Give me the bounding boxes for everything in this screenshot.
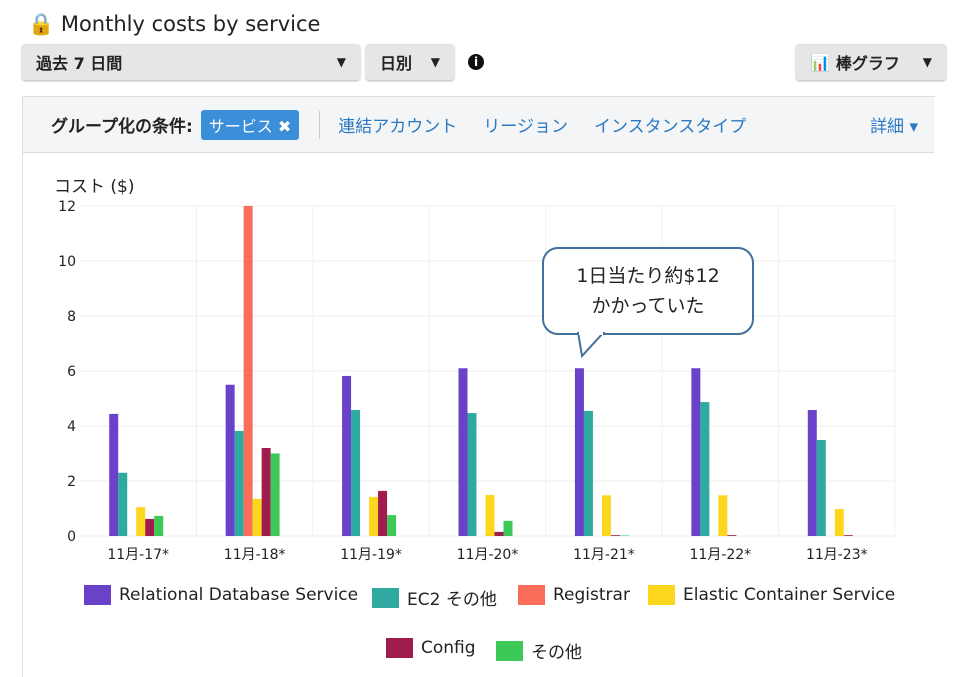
group-chip-service[interactable]: サービス ✖	[200, 109, 300, 140]
bar[interactable]	[243, 206, 253, 536]
bar[interactable]	[843, 535, 853, 536]
bar[interactable]	[727, 535, 737, 536]
x-tick-label: 11月-19*	[340, 547, 402, 563]
group-by-bar: グループ化の条件: サービス ✖ 連結アカウント リージョン インスタンスタイプ…	[23, 97, 934, 153]
bar[interactable]	[369, 496, 379, 536]
x-tick-label: 11月-22*	[690, 547, 752, 563]
x-tick-label: 11月-17*	[107, 547, 169, 563]
legend-item[interactable]: EC2 その他	[372, 585, 497, 610]
chevron-down-icon: ▼	[336, 55, 346, 69]
group-option-region[interactable]: リージョン	[483, 117, 568, 137]
bar[interactable]	[467, 413, 477, 536]
y-tick-label: 12	[58, 199, 76, 215]
bar[interactable]	[252, 498, 262, 536]
bar[interactable]	[270, 453, 280, 537]
bar[interactable]	[342, 375, 352, 536]
annotation-callout: 1日当たり約$12 かかっていた	[542, 247, 754, 335]
close-icon[interactable]: ✖	[277, 116, 292, 136]
bar[interactable]	[619, 535, 629, 536]
bar[interactable]	[225, 384, 235, 536]
bar[interactable]	[718, 495, 728, 536]
y-tick-label: 8	[67, 309, 76, 325]
y-tick-label: 6	[67, 364, 76, 380]
chevron-down-icon: ▼	[922, 55, 932, 69]
group-option-account[interactable]: 連結アカウント	[338, 117, 458, 137]
bar[interactable]	[691, 368, 701, 536]
bar[interactable]	[610, 535, 620, 536]
legend-item[interactable]: Config	[386, 638, 476, 658]
bar[interactable]	[601, 495, 611, 536]
divider	[319, 110, 321, 139]
legend-item[interactable]: Relational Database Service	[84, 585, 358, 605]
y-axis-label: コスト ($)	[54, 177, 135, 197]
lock-icon: 🔒	[28, 12, 55, 36]
bar[interactable]	[387, 515, 397, 536]
date-range-select[interactable]: 過去 7 日間 ▼	[22, 44, 360, 80]
info-icon[interactable]: i	[468, 54, 484, 70]
legend-item[interactable]: その他	[496, 638, 582, 663]
chart-type-select[interactable]: 📊 棒グラフ ▼	[796, 44, 946, 80]
y-tick-label: 4	[67, 419, 76, 435]
callout-pointer	[576, 332, 606, 358]
bar[interactable]	[154, 515, 164, 536]
bar[interactable]	[494, 531, 504, 536]
bar[interactable]	[503, 520, 513, 536]
bar[interactable]	[834, 509, 844, 536]
y-tick-label: 2	[67, 474, 76, 490]
bar[interactable]	[351, 410, 361, 536]
bar-chart-icon: 📊	[810, 52, 830, 72]
bar[interactable]	[807, 410, 817, 536]
bar[interactable]	[378, 490, 388, 536]
granularity-select[interactable]: 日別 ▼	[366, 44, 454, 80]
bar[interactable]	[458, 368, 468, 536]
legend-item[interactable]: Registrar	[518, 585, 630, 605]
x-tick-label: 11月-21*	[573, 547, 635, 563]
bar[interactable]	[816, 440, 826, 536]
bar[interactable]	[700, 402, 710, 536]
bar[interactable]	[583, 410, 593, 536]
group-option-instance-type[interactable]: インスタンスタイプ	[593, 117, 747, 137]
x-tick-label: 11月-18*	[224, 547, 286, 563]
y-tick-label: 10	[58, 254, 76, 270]
bar[interactable]	[261, 448, 271, 536]
chevron-down-icon: ▼	[430, 55, 440, 69]
bar[interactable]	[145, 518, 155, 536]
bar[interactable]	[234, 430, 244, 536]
bar[interactable]	[574, 368, 584, 536]
more-button[interactable]: 詳細 ▾	[870, 117, 918, 137]
x-tick-label: 11月-20*	[457, 547, 519, 563]
bar[interactable]	[109, 413, 119, 536]
x-tick-label: 11月-23*	[806, 547, 868, 563]
legend-item[interactable]: Elastic Container Service	[648, 585, 895, 605]
chart-panel	[22, 96, 935, 677]
page-title: 🔒 Monthly costs by service	[28, 12, 321, 36]
bar[interactable]	[118, 472, 128, 536]
bar[interactable]	[136, 507, 146, 536]
bar[interactable]	[485, 495, 495, 536]
y-tick-label: 0	[67, 529, 76, 545]
